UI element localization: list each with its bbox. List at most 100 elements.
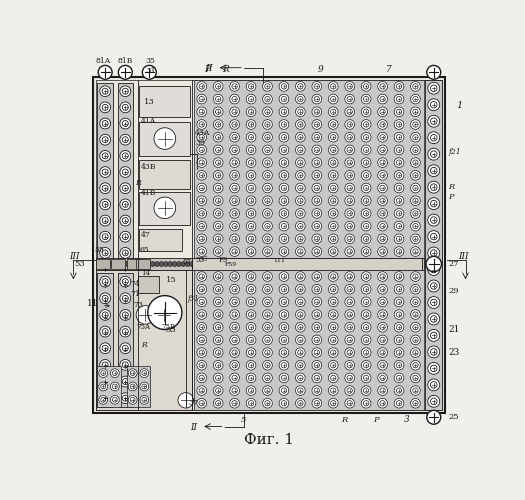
Circle shape	[396, 172, 402, 178]
Circle shape	[279, 107, 289, 117]
Circle shape	[199, 160, 204, 166]
Circle shape	[279, 272, 289, 281]
Circle shape	[298, 160, 303, 166]
Circle shape	[213, 234, 223, 243]
Circle shape	[142, 370, 146, 376]
Circle shape	[411, 348, 421, 358]
Circle shape	[248, 236, 254, 242]
Circle shape	[377, 284, 387, 294]
Circle shape	[314, 160, 320, 166]
Circle shape	[215, 274, 221, 279]
Circle shape	[347, 299, 352, 304]
Circle shape	[215, 286, 221, 292]
Circle shape	[100, 118, 111, 129]
Circle shape	[428, 247, 440, 259]
Circle shape	[411, 297, 421, 306]
Circle shape	[122, 328, 128, 334]
Circle shape	[102, 396, 108, 402]
Circle shape	[347, 109, 352, 114]
Circle shape	[377, 360, 387, 370]
Bar	[194, 270, 424, 409]
Circle shape	[215, 147, 221, 152]
Circle shape	[246, 183, 256, 193]
Circle shape	[215, 299, 221, 304]
Circle shape	[396, 324, 402, 330]
Circle shape	[394, 183, 404, 193]
Text: R: R	[135, 178, 141, 186]
Circle shape	[213, 360, 223, 370]
Circle shape	[100, 296, 111, 307]
Circle shape	[122, 185, 128, 191]
Circle shape	[100, 264, 111, 274]
Circle shape	[122, 378, 128, 384]
Circle shape	[377, 234, 387, 243]
Circle shape	[246, 272, 256, 281]
Circle shape	[345, 360, 354, 370]
Circle shape	[230, 373, 239, 382]
Circle shape	[102, 347, 108, 353]
Circle shape	[329, 222, 338, 231]
Circle shape	[100, 377, 111, 388]
Circle shape	[122, 104, 128, 110]
Circle shape	[213, 145, 223, 154]
Circle shape	[213, 170, 223, 180]
Circle shape	[411, 234, 421, 243]
Text: 65: 65	[139, 246, 149, 254]
Circle shape	[312, 322, 322, 332]
Circle shape	[262, 272, 272, 281]
Circle shape	[377, 107, 387, 117]
Text: 3: 3	[404, 415, 410, 424]
Circle shape	[428, 99, 440, 110]
Circle shape	[230, 222, 239, 231]
Circle shape	[331, 312, 336, 317]
Circle shape	[120, 276, 131, 287]
Circle shape	[377, 222, 387, 231]
Circle shape	[331, 198, 336, 203]
Circle shape	[230, 310, 239, 320]
Circle shape	[110, 396, 119, 404]
Circle shape	[279, 335, 289, 344]
Circle shape	[155, 306, 173, 324]
Circle shape	[377, 158, 387, 168]
Circle shape	[411, 158, 421, 168]
Circle shape	[246, 284, 256, 294]
Circle shape	[172, 262, 177, 266]
Circle shape	[199, 376, 204, 380]
Circle shape	[314, 388, 320, 393]
Circle shape	[331, 249, 336, 254]
Circle shape	[428, 82, 440, 94]
Circle shape	[100, 248, 111, 258]
Bar	[139, 86, 191, 117]
Circle shape	[347, 147, 352, 152]
Circle shape	[298, 249, 303, 254]
Circle shape	[232, 388, 237, 393]
Circle shape	[140, 368, 149, 378]
Circle shape	[100, 293, 111, 304]
Circle shape	[329, 310, 338, 320]
Circle shape	[102, 250, 108, 256]
Circle shape	[428, 313, 440, 325]
Circle shape	[380, 236, 385, 242]
Circle shape	[281, 350, 287, 355]
Circle shape	[122, 347, 128, 353]
Circle shape	[112, 384, 117, 389]
Circle shape	[100, 393, 111, 404]
Circle shape	[213, 196, 223, 205]
Circle shape	[281, 400, 287, 406]
Circle shape	[128, 368, 137, 378]
Circle shape	[411, 94, 421, 104]
Circle shape	[345, 386, 354, 396]
Circle shape	[246, 132, 256, 142]
Circle shape	[380, 274, 385, 279]
Circle shape	[279, 348, 289, 358]
Circle shape	[314, 84, 320, 89]
Circle shape	[197, 208, 206, 218]
Circle shape	[345, 120, 354, 130]
Circle shape	[411, 196, 421, 205]
Circle shape	[199, 134, 204, 140]
Circle shape	[361, 196, 371, 205]
Circle shape	[279, 297, 289, 306]
Circle shape	[345, 132, 354, 142]
Circle shape	[265, 376, 270, 380]
Circle shape	[312, 196, 322, 205]
